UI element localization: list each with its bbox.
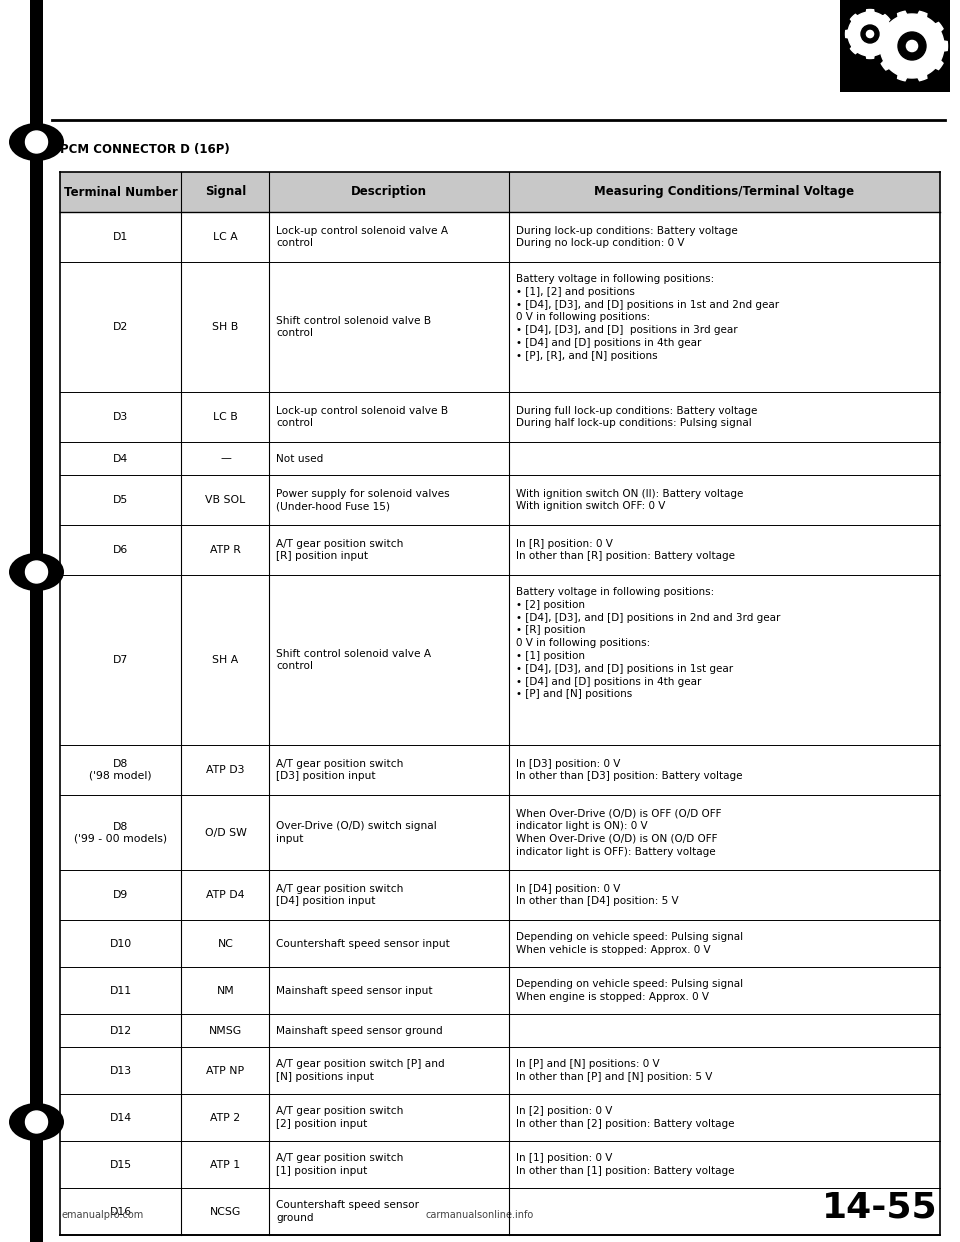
Text: Countershaft speed sensor
ground: Countershaft speed sensor ground — [276, 1200, 420, 1223]
Text: D8
('99 - 00 models): D8 ('99 - 00 models) — [74, 822, 167, 843]
Bar — [30, 0, 43, 1242]
Text: Shift control solenoid valve A
control: Shift control solenoid valve A control — [276, 648, 431, 672]
Text: Signal: Signal — [204, 185, 246, 199]
Text: A/T gear position switch
[2] position input: A/T gear position switch [2] position in… — [276, 1107, 404, 1129]
Text: 14-55: 14-55 — [823, 1190, 938, 1225]
Text: Battery voltage in following positions:
• [1], [2] and positions
• [D4], [D3], a: Battery voltage in following positions: … — [516, 274, 779, 360]
Text: ATP R: ATP R — [210, 545, 241, 555]
Text: In [D3] position: 0 V
In other than [D3] position: Battery voltage: In [D3] position: 0 V In other than [D3]… — [516, 759, 742, 781]
Text: In [1] position: 0 V
In other than [1] position: Battery voltage: In [1] position: 0 V In other than [1] p… — [516, 1153, 734, 1176]
Text: ATP D3: ATP D3 — [206, 765, 245, 775]
Text: D4: D4 — [113, 453, 129, 463]
Text: SH A: SH A — [212, 655, 239, 664]
Text: D9: D9 — [113, 891, 129, 900]
Text: D8
('98 model): D8 ('98 model) — [89, 759, 152, 781]
Ellipse shape — [9, 1103, 64, 1141]
Text: ATP 1: ATP 1 — [210, 1160, 241, 1170]
Ellipse shape — [9, 123, 64, 161]
Text: Not used: Not used — [276, 453, 324, 463]
Text: NCSG: NCSG — [210, 1206, 241, 1216]
Text: D11: D11 — [109, 985, 132, 996]
Circle shape — [26, 561, 47, 582]
Text: Over-Drive (O/D) switch signal
input: Over-Drive (O/D) switch signal input — [276, 821, 437, 843]
Circle shape — [867, 30, 874, 37]
Bar — [60, 171, 940, 212]
Text: emanualpro.com: emanualpro.com — [62, 1210, 144, 1220]
Text: In [P] and [N] positions: 0 V
In other than [P] and [N] position: 5 V: In [P] and [N] positions: 0 V In other t… — [516, 1059, 712, 1082]
Text: In [R] position: 0 V
In other than [R] position: Battery voltage: In [R] position: 0 V In other than [R] p… — [516, 539, 734, 561]
Text: During lock-up conditions: Battery voltage
During no lock-up condition: 0 V: During lock-up conditions: Battery volta… — [516, 226, 737, 248]
Text: Terminal Number: Terminal Number — [64, 185, 178, 199]
Circle shape — [26, 1112, 47, 1133]
Text: Mainshaft speed sensor ground: Mainshaft speed sensor ground — [276, 1026, 444, 1036]
Text: O/D SW: O/D SW — [204, 827, 247, 837]
Text: D10: D10 — [109, 939, 132, 949]
Text: D16: D16 — [109, 1206, 132, 1216]
Text: NM: NM — [217, 985, 234, 996]
Text: In [D4] position: 0 V
In other than [D4] position: 5 V: In [D4] position: 0 V In other than [D4]… — [516, 883, 679, 907]
Text: A/T gear position switch [P] and
[N] positions input: A/T gear position switch [P] and [N] pos… — [276, 1059, 445, 1082]
Text: Countershaft speed sensor input: Countershaft speed sensor input — [276, 939, 450, 949]
Text: ATP D4: ATP D4 — [206, 891, 245, 900]
Text: Shift control solenoid valve B
control: Shift control solenoid valve B control — [276, 315, 432, 338]
Text: ATP NP: ATP NP — [206, 1066, 245, 1076]
Text: VB SOL: VB SOL — [205, 496, 246, 505]
Text: —: — — [220, 453, 230, 463]
Text: PCM CONNECTOR D (16P): PCM CONNECTOR D (16P) — [60, 144, 229, 156]
Text: D5: D5 — [113, 496, 129, 505]
Text: D3: D3 — [113, 412, 129, 422]
Text: A/T gear position switch
[1] position input: A/T gear position switch [1] position in… — [276, 1153, 404, 1176]
Text: SH B: SH B — [212, 322, 239, 332]
Text: A/T gear position switch
[D3] position input: A/T gear position switch [D3] position i… — [276, 759, 404, 781]
Text: D2: D2 — [113, 322, 129, 332]
Text: Depending on vehicle speed: Pulsing signal
When vehicle is stopped: Approx. 0 V: Depending on vehicle speed: Pulsing sign… — [516, 932, 743, 955]
Text: A/T gear position switch
[D4] position input: A/T gear position switch [D4] position i… — [276, 883, 404, 907]
Text: D6: D6 — [113, 545, 129, 555]
Text: NC: NC — [218, 939, 233, 949]
Text: D7: D7 — [113, 655, 129, 664]
Text: Measuring Conditions/Terminal Voltage: Measuring Conditions/Terminal Voltage — [594, 185, 854, 199]
Text: D15: D15 — [109, 1160, 132, 1170]
Text: Mainshaft speed sensor input: Mainshaft speed sensor input — [276, 985, 433, 996]
Text: A/T gear position switch
[R] position input: A/T gear position switch [R] position in… — [276, 539, 404, 561]
Text: D1: D1 — [113, 232, 129, 242]
Text: Depending on vehicle speed: Pulsing signal
When engine is stopped: Approx. 0 V: Depending on vehicle speed: Pulsing sign… — [516, 979, 743, 1002]
Text: When Over-Drive (O/D) is OFF (O/D OFF
indicator light is ON): 0 V
When Over-Driv: When Over-Drive (O/D) is OFF (O/D OFF in… — [516, 809, 721, 857]
Circle shape — [898, 32, 926, 60]
Circle shape — [906, 41, 918, 52]
Text: Lock-up control solenoid valve A
control: Lock-up control solenoid valve A control — [276, 226, 448, 248]
Text: Battery voltage in following positions:
• [2] position
• [D4], [D3], and [D] pos: Battery voltage in following positions: … — [516, 587, 780, 699]
Text: D14: D14 — [109, 1113, 132, 1123]
Text: During full lock-up conditions: Battery voltage
During half lock-up conditions: : During full lock-up conditions: Battery … — [516, 406, 757, 428]
Text: D12: D12 — [109, 1026, 132, 1036]
Text: In [2] position: 0 V
In other than [2] position: Battery voltage: In [2] position: 0 V In other than [2] p… — [516, 1107, 734, 1129]
Ellipse shape — [9, 553, 64, 591]
Bar — [840, 0, 950, 92]
Polygon shape — [846, 10, 895, 58]
Text: ATP 2: ATP 2 — [210, 1113, 241, 1123]
Text: Lock-up control solenoid valve B
control: Lock-up control solenoid valve B control — [276, 406, 448, 428]
Text: D13: D13 — [109, 1066, 132, 1076]
Polygon shape — [876, 11, 948, 81]
Text: NMSG: NMSG — [209, 1026, 242, 1036]
Text: With ignition switch ON (II): Battery voltage
With ignition switch OFF: 0 V: With ignition switch ON (II): Battery vo… — [516, 488, 743, 512]
Circle shape — [26, 130, 47, 153]
Circle shape — [861, 25, 879, 43]
Text: carmanualsonline.info: carmanualsonline.info — [426, 1210, 534, 1220]
Text: Description: Description — [351, 185, 427, 199]
Text: LC A: LC A — [213, 232, 238, 242]
Text: LC B: LC B — [213, 412, 238, 422]
Text: Power supply for solenoid valves
(Under-hood Fuse 15): Power supply for solenoid valves (Under-… — [276, 488, 450, 512]
